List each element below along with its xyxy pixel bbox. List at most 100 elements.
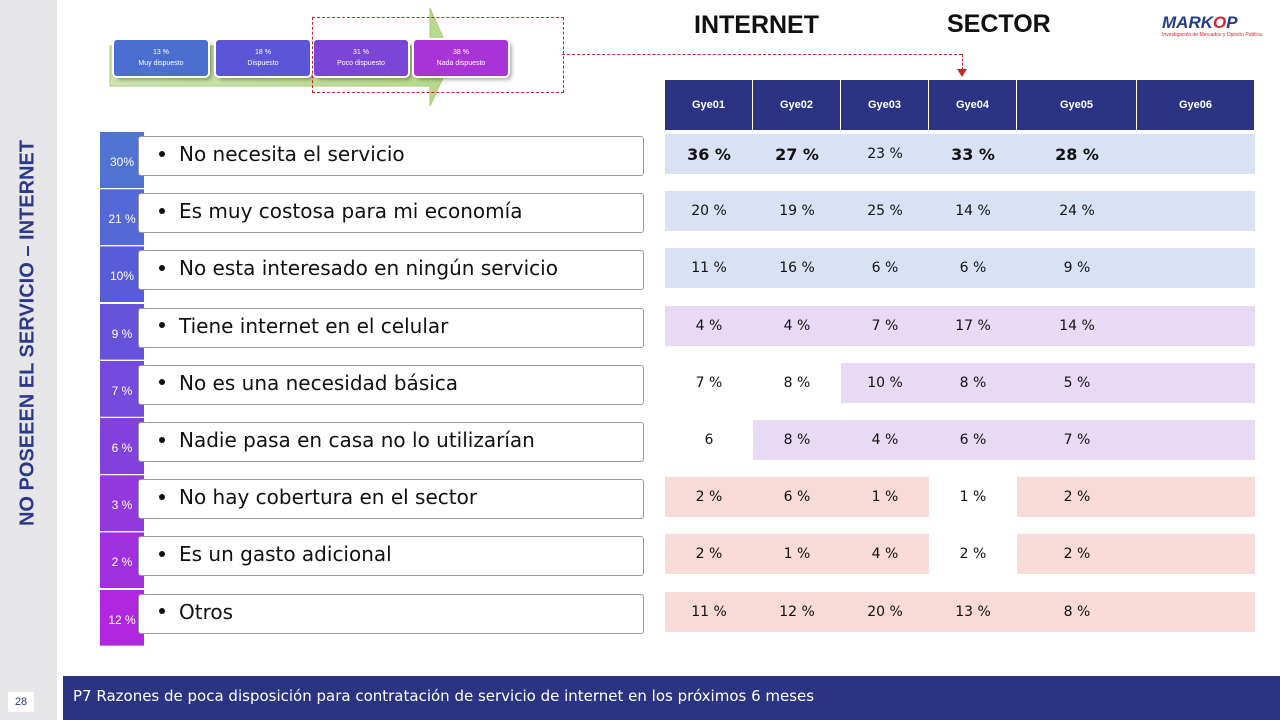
sector-table-cell: 8 % — [753, 362, 841, 403]
sector-table-row: 36 % 27 % 23 % 33 % 28 % — [665, 134, 1255, 174]
bullet-icon — [159, 436, 165, 443]
sector-table-cell: 5 % — [1017, 362, 1137, 403]
bullet-icon — [159, 322, 165, 329]
page-number: 28 — [8, 692, 34, 712]
sector-column-header: Gye06 — [1137, 80, 1255, 130]
sector-table-cell: 11 % — [665, 248, 753, 289]
sector-table-cell: 7 % — [665, 362, 753, 403]
sector-table-cell: 2 % — [665, 477, 753, 518]
sector-table-cell — [1137, 134, 1255, 174]
reason-percent: 2 % — [100, 532, 144, 589]
sector-table-cell: 8 % — [1017, 591, 1137, 632]
sector-table-cell: 1 % — [841, 477, 929, 518]
reason-percent: 3 % — [100, 475, 144, 532]
sector-heading: SECTOR — [947, 10, 1051, 38]
logo-tagline: Investigación de Mercados y Opinión Públ… — [1162, 32, 1262, 38]
internet-heading: INTERNET — [694, 11, 819, 39]
sector-table-cell: 16 % — [753, 248, 841, 289]
reason-item: No necesita el servicio — [138, 136, 644, 176]
bullet-icon — [159, 379, 165, 386]
reason-item: Es muy costosa para mi economía — [138, 193, 644, 234]
sector-table-row: 7 % 8 % 10 % 8 % 5 % — [665, 362, 1255, 403]
disposition-chip: 38 % Nada dispuesto — [414, 40, 508, 76]
reason-percent: 12 % — [100, 589, 144, 646]
sector-table-row: 11 % 16 % 6 % 6 % 9 % — [665, 248, 1255, 289]
reason-text: Es muy costosa para mi economía — [179, 199, 523, 224]
markop-logo: MARKOP Investigación de Mercados y Opini… — [1162, 14, 1268, 48]
sector-table-cell: 24 % — [1017, 191, 1137, 232]
reason-text: Nadie pasa en casa no lo utilizarían — [179, 428, 535, 452]
sector-table-cell — [1137, 362, 1255, 403]
sector-table-cell: 2 % — [1017, 477, 1137, 518]
sector-column-header: Gye03 — [841, 80, 929, 130]
sector-table-cell: 14 % — [1017, 305, 1137, 346]
sector-table-cell: 23 % — [841, 134, 929, 174]
reason-percent: 7 % — [100, 360, 144, 417]
reason-percent: 21 % — [100, 189, 144, 246]
sector-table-cell: 7 % — [841, 305, 929, 346]
sector-table-cell — [1137, 591, 1255, 632]
left-sidebar: NO POSEEEN EL SERVICIO – INTERNET 28 — [0, 0, 57, 720]
bullet-icon — [159, 150, 165, 157]
sector-column-header: Gye02 — [753, 80, 841, 130]
sector-table-cell: 33 % — [929, 134, 1017, 174]
sector-table-cell: 7 % — [1017, 420, 1137, 460]
sector-table-cell: 12 % — [753, 591, 841, 632]
sector-table-cell — [1137, 534, 1255, 575]
bullet-icon — [159, 550, 165, 557]
sector-table-cell: 4 % — [753, 305, 841, 346]
footer-question: P7 Razones de poca disposición para cont… — [63, 676, 1280, 720]
reason-text: No hay cobertura en el sector — [179, 485, 478, 510]
highlight-dashed-box — [312, 17, 564, 93]
sector-table-cell — [1137, 477, 1255, 518]
sector-table-cell: 36 % — [665, 134, 753, 174]
bullet-icon — [159, 207, 165, 214]
disposition-chip: 18 % Dispuesto — [216, 40, 310, 76]
sector-table-cell: 2 % — [1017, 534, 1137, 575]
bullet-icon — [159, 493, 165, 500]
bullet-icon — [159, 608, 165, 615]
sector-table-cell: 6 % — [929, 248, 1017, 289]
sector-table-cell: 4 % — [665, 305, 753, 346]
sector-table-cell: 6 % — [841, 248, 929, 289]
sector-table-cell: 8 % — [929, 362, 1017, 403]
sector-table-cell: 20 % — [841, 591, 929, 632]
sector-table-cell: 13 % — [929, 591, 1017, 632]
disposition-pct: 13 % — [153, 49, 169, 56]
sector-table-cell: 25 % — [841, 191, 929, 232]
reason-item: Otros — [138, 593, 644, 634]
disposition-pct: 18 % — [255, 49, 271, 56]
reason-text: No necesita el servicio — [179, 142, 405, 166]
reason-text: No esta interesado en ningún servicio — [179, 256, 558, 281]
sector-table-row: 2 % 1 % 4 % 2 % 2 % — [665, 534, 1255, 575]
sector-table-cell: 17 % — [929, 305, 1017, 346]
reason-item: No hay cobertura en el sector — [138, 479, 644, 520]
sector-table-cell: 2 % — [929, 534, 1017, 575]
sector-table-cell: 1 % — [753, 534, 841, 575]
disposition-chip: 13 % Muy dispuesto — [114, 40, 208, 76]
sector-table-cell — [1137, 191, 1255, 232]
reason-item: Tiene internet en el celular — [138, 307, 644, 348]
sector-table-cell: 2 % — [665, 534, 753, 575]
reason-text: Es un gasto adicional — [179, 542, 392, 567]
sector-table-cell: 6 % — [929, 420, 1017, 460]
sector-table-header: Gye01 Gye02 Gye03 Gye04 Gye05 Gye06 — [665, 80, 1255, 130]
sector-column-header: Gye05 — [1017, 80, 1137, 130]
reason-percent: 6 % — [100, 418, 144, 474]
reason-percent: 10% — [100, 246, 144, 303]
reason-text: Otros — [179, 599, 234, 624]
disposition-label: Nada dispuesto — [436, 60, 486, 67]
sector-table-cell: 20 % — [665, 191, 753, 232]
sector-table-cell — [1137, 420, 1255, 460]
sector-table-cell: 27 % — [753, 134, 841, 174]
sector-table-cell: 28 % — [1017, 134, 1137, 174]
sector-table-cell: 10 % — [841, 362, 929, 403]
reason-percent: 9 % — [100, 303, 144, 360]
logo-wordmark: MARKOP — [1162, 13, 1238, 32]
arrow-down-icon — [957, 69, 967, 77]
disposition-pct: 31 % — [353, 49, 369, 56]
reason-text: No es una necesidad básica — [179, 370, 459, 395]
vertical-title: NO POSEEEN EL SERVICIO – INTERNET — [16, 139, 39, 527]
sector-table-cell: 8 % — [753, 420, 841, 460]
